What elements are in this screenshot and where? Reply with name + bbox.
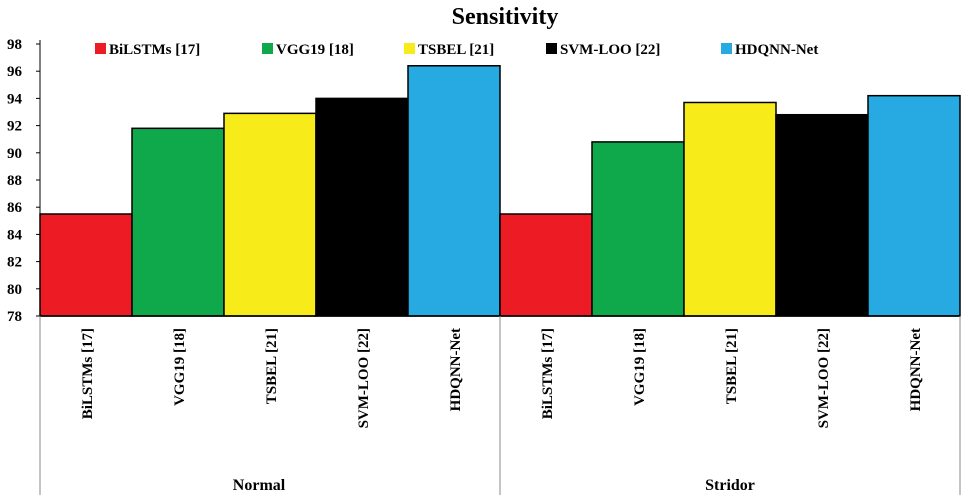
bar-stridor-4 [775,113,869,317]
x-tick-label: VGG19 [18] [632,328,648,406]
x-tick-label: SVM-LOO [22] [356,328,372,428]
x-tick-label: VGG19 [18] [172,328,188,406]
x-tick-label: HDQNN-Net [448,328,464,411]
x-tick-label: BiLSTMs [17] [80,328,96,419]
legend-label-2: VGG19 [18] [276,42,354,58]
y-tick-label: 88 [7,173,22,189]
chart-title: Sensitivity [452,4,559,30]
bar-stridor-1 [499,213,593,317]
x-tick-label: TSBEL [21] [724,328,740,404]
y-axis: 78 80 82 84 86 88 90 92 94 96 98 [7,37,41,325]
legend-swatch-4 [546,43,557,54]
bars [39,65,961,317]
bar-stridor-3 [683,101,777,317]
x-tick-label: HDQNN-Net [908,328,924,411]
y-tick-label: 80 [7,282,22,298]
legend-swatch-3 [404,43,415,54]
bar-normal-3 [223,112,317,317]
x-tick-label: SVM-LOO [22] [816,328,832,428]
bar-stridor-2 [591,141,685,317]
x-tick-label: TSBEL [21] [264,328,280,404]
legend-label-1: BiLSTMs [17] [109,42,200,58]
legend: BiLSTMs [17] VGG19 [18] TSBEL [21] SVM-LOO … [95,42,818,58]
y-tick-label: 90 [7,146,22,162]
legend-label-5: HDQNN-Net [735,42,818,58]
bar-stridor-5 [867,94,961,317]
y-tick-label: 84 [7,227,23,243]
y-tick-label: 86 [7,200,23,216]
legend-label-4: SVM-LOO [22] [560,42,660,58]
x-axis: BiLSTMs [17] VGG19 [18] TSBEL [21] SVM-LOO … [39,315,961,495]
legend-label-3: TSBEL [21] [418,42,494,58]
y-tick-label: 78 [7,309,22,325]
y-tick-label: 94 [7,91,23,107]
bar-normal-2 [131,127,225,317]
bar-normal-1 [39,213,133,317]
bar-normal-5 [407,65,501,317]
legend-swatch-2 [262,43,273,54]
y-tick-label: 92 [7,119,22,135]
legend-swatch-1 [95,43,106,54]
y-tick-label: 98 [7,37,22,53]
legend-swatch-5 [721,43,732,54]
x-tick-label: BiLSTMs [17] [540,328,556,419]
group-label-stridor: Stridor [705,477,755,494]
bar-normal-4 [315,97,409,317]
y-tick-label: 82 [7,255,22,271]
y-tick-label: 96 [7,64,23,80]
group-label-normal: Normal [233,477,286,494]
